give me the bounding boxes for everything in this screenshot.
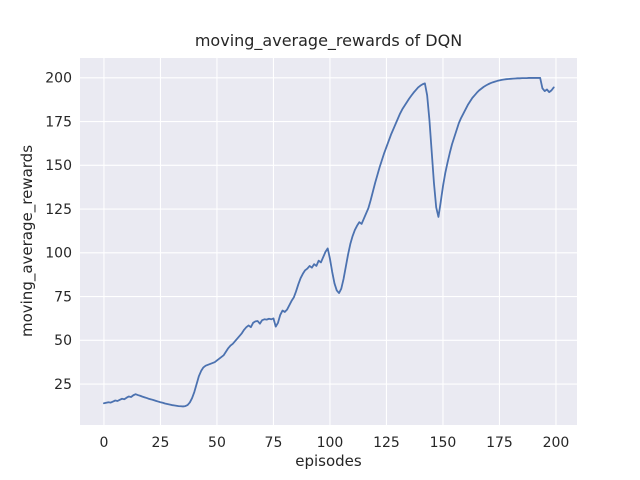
plot-background	[80, 58, 577, 425]
y-tick-label: 125	[45, 202, 72, 218]
x-tick-label: 0	[99, 435, 108, 451]
x-tick-label: 175	[486, 435, 513, 451]
x-tick-label: 50	[208, 435, 226, 451]
chart-title: moving_average_rewards of DQN	[194, 31, 463, 50]
x-tick-label: 100	[317, 435, 344, 451]
x-axis-label: episodes	[295, 452, 362, 470]
y-tick-label: 150	[45, 158, 72, 174]
reward-line-series	[103, 77, 555, 408]
y-tick-label: 50	[54, 333, 72, 349]
x-tick-label: 75	[265, 435, 283, 451]
x-tick-label: 125	[373, 435, 400, 451]
y-tick-label: 25	[54, 377, 72, 393]
y-tick-label: 100	[45, 246, 72, 262]
y-tick-label: 75	[54, 289, 72, 305]
y-tick-label: 175	[45, 114, 72, 130]
x-tick-label: 25	[152, 435, 170, 451]
y-tick-label: 200	[45, 71, 72, 87]
x-tick-label: 200	[543, 435, 570, 451]
x-tick-label: 150	[430, 435, 457, 451]
